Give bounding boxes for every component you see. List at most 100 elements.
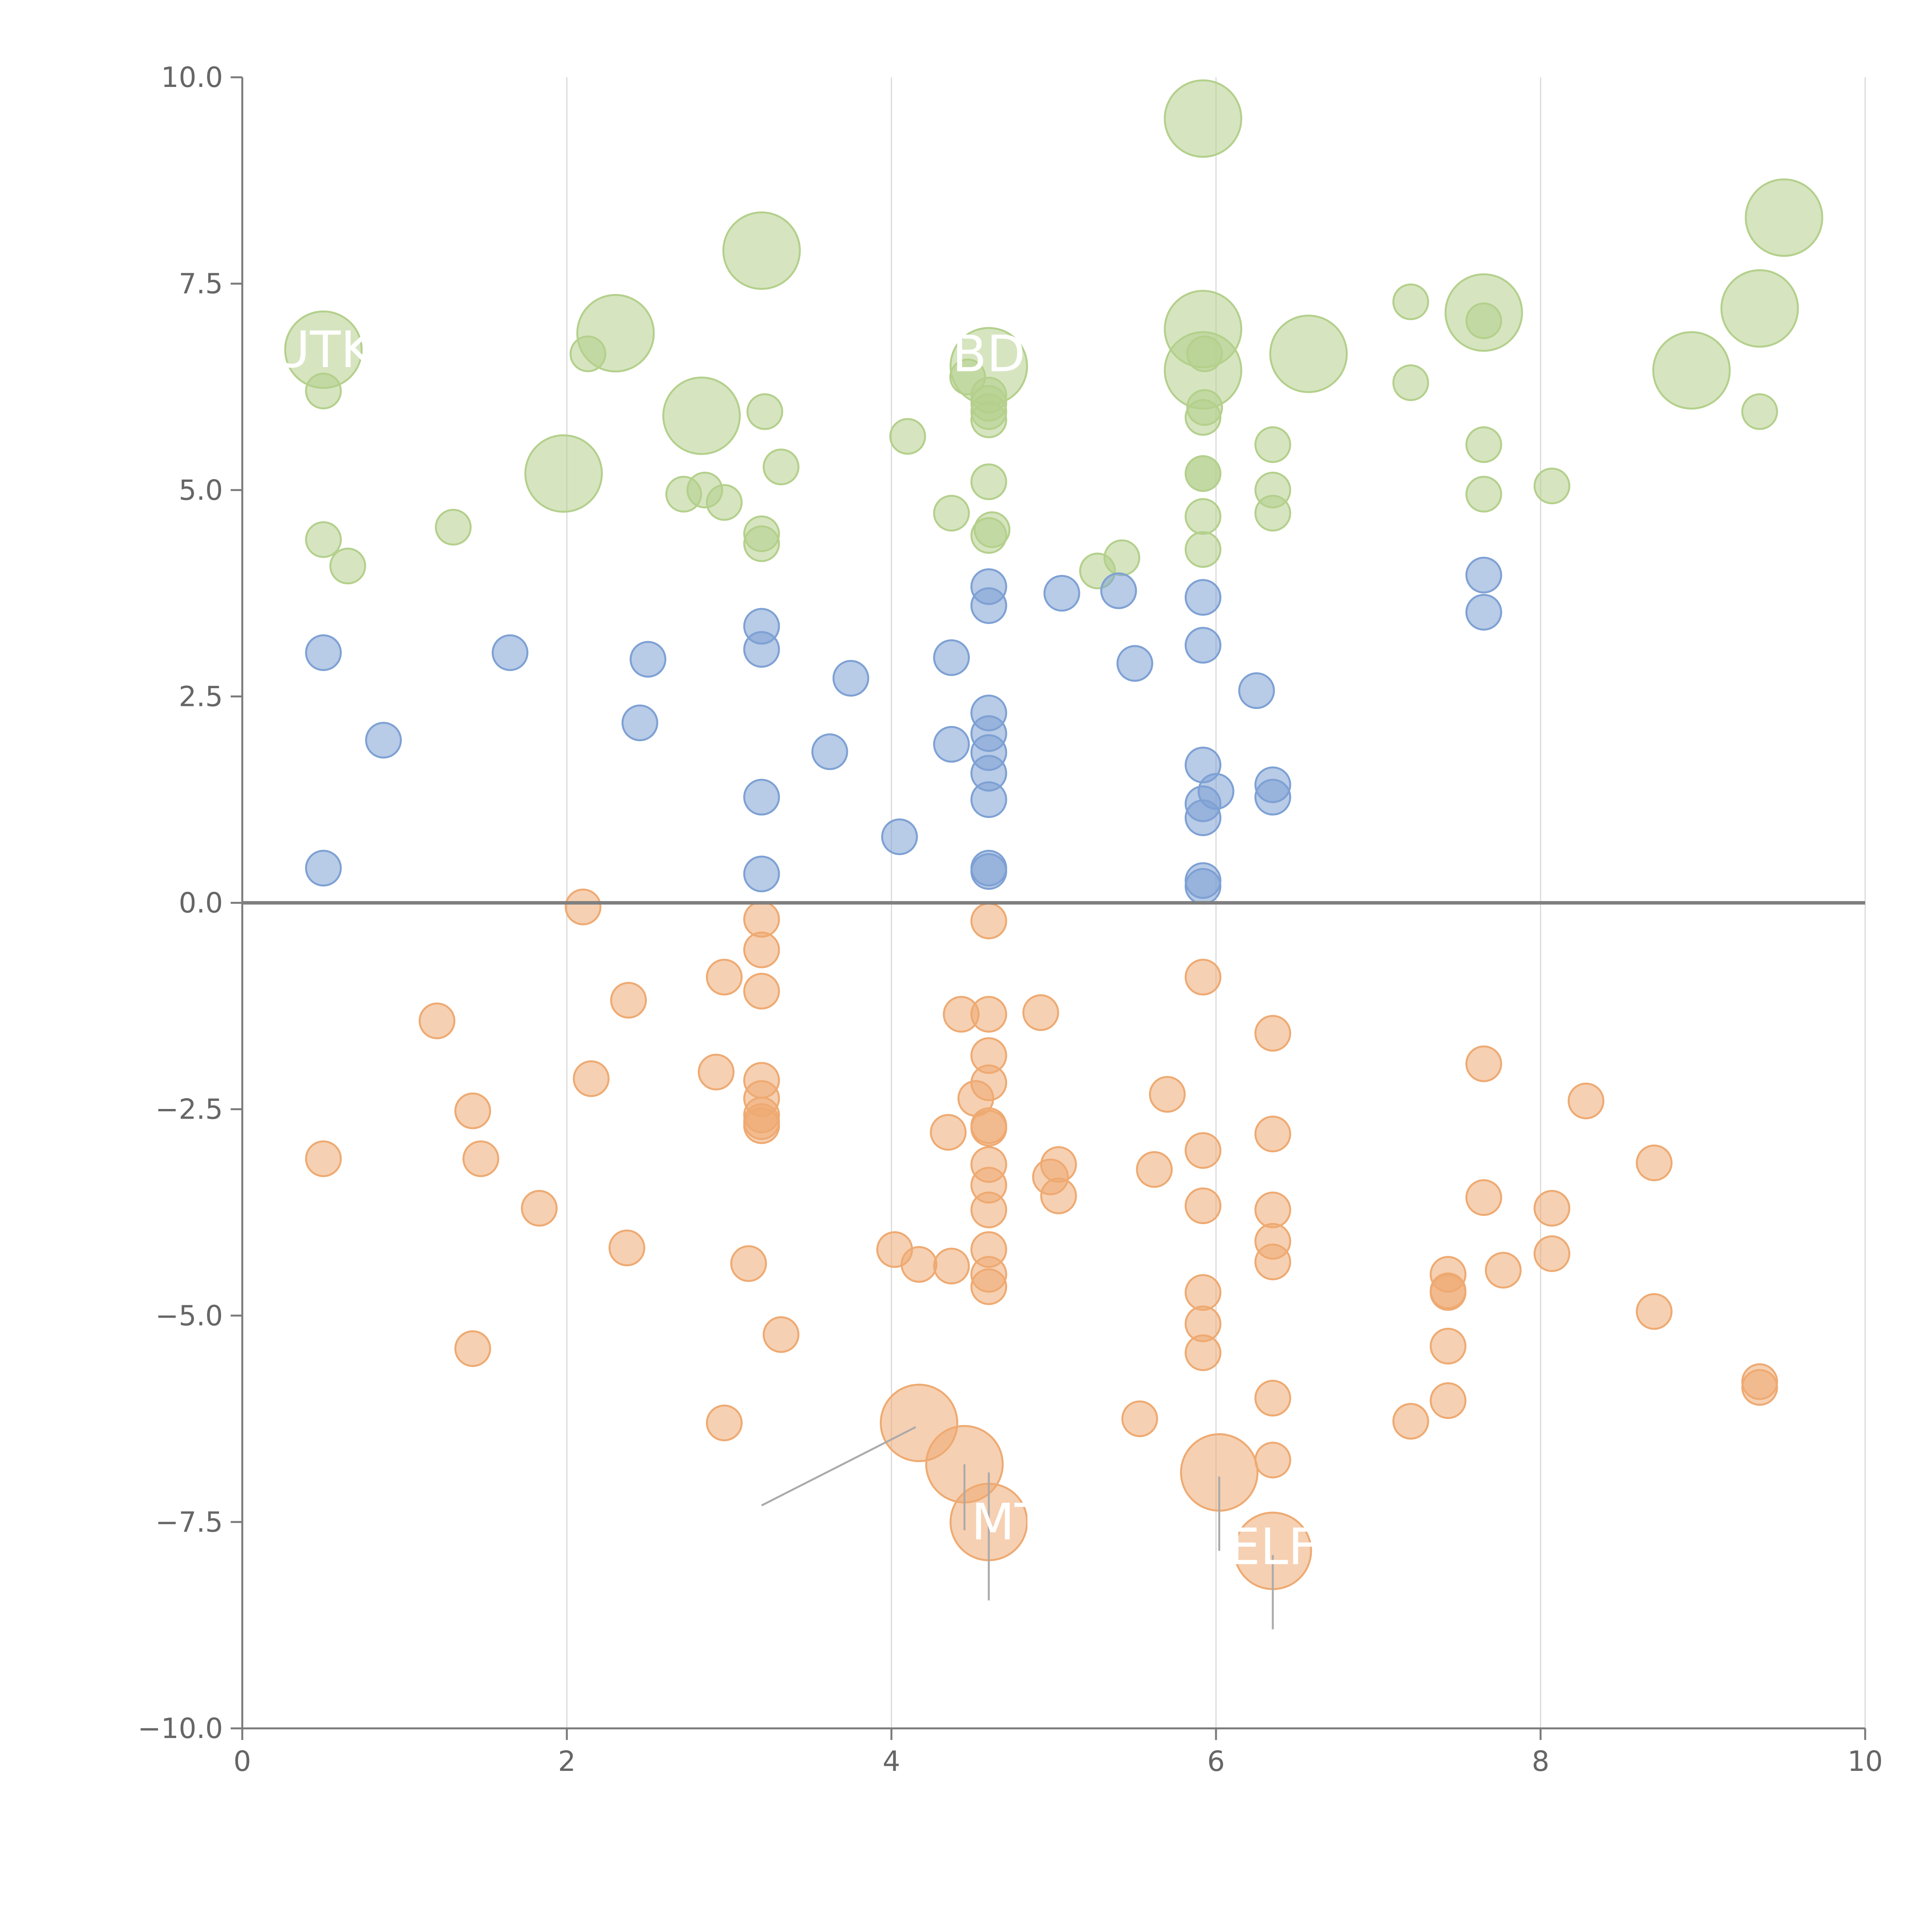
data-point-high [665,476,702,513]
data-point-negative [1636,1144,1673,1181]
data-point-negative [743,931,780,968]
data-point-negative [610,982,647,1019]
data-point-low [1465,594,1502,631]
data-point-negative [1254,1442,1291,1479]
data-point-negative [454,1092,491,1129]
data-point-high [305,521,342,558]
y-tick-label: 2.5 [179,680,223,713]
y-tick-label: 10.0 [161,61,223,94]
data-point-high [1254,426,1291,463]
y-tick-label: −5.0 [155,1299,223,1332]
data-point-high [570,335,607,372]
data-point-negative [565,888,602,925]
data-point-high [1741,393,1778,430]
x-tick-label: 0 [233,1745,251,1777]
leader-layer [761,1426,1274,1629]
data-point-negative [970,996,1007,1033]
data-point-negative [1254,1379,1291,1417]
data-point-high [746,393,783,430]
data-point-high [1163,79,1242,158]
data-point-negative [1022,994,1059,1031]
data-point-high [1184,399,1221,436]
annotation-label: ELF [1228,1517,1317,1576]
data-point-negative [1533,1190,1570,1227]
data-point-low [492,634,529,671]
data-point-negative [1184,1132,1221,1169]
data-point-low [970,587,1007,624]
x-tick-label: 6 [1207,1745,1225,1777]
data-point-negative [454,1330,491,1367]
data-point-high [1184,498,1221,535]
data-point-high [970,401,1007,439]
data-point-negative [1465,1179,1502,1216]
data-point-negative [970,903,1007,940]
annotation-label: BD [952,325,1025,383]
data-point-high [1465,302,1502,339]
x-tick-label: 8 [1532,1745,1549,1777]
data-point-low [629,641,667,678]
data-point-low [881,818,918,855]
data-point-high [706,484,743,521]
data-point-low [1184,799,1221,836]
data-point-low [970,853,1007,890]
data-point-negative [930,1114,967,1151]
data-point-high [1184,455,1221,492]
points-layer [284,79,1823,1590]
data-point-negative [1121,1400,1158,1437]
data-point-low [1254,779,1291,816]
data-point-high [435,509,472,546]
data-point-negative [305,1140,342,1177]
data-point-low [305,850,342,887]
data-point-low [1043,575,1080,612]
annotation-label: MT [971,1493,1046,1551]
data-point-negative [1184,1274,1221,1311]
data-point-negative [1254,1116,1291,1153]
data-point-negative [573,1060,610,1097]
data-point-negative [418,1002,456,1039]
data-point-high [1720,269,1799,348]
data-point-negative [1254,1015,1291,1052]
data-point-negative [743,1107,780,1144]
data-point-high [1652,331,1731,410]
data-point-low [832,660,869,697]
data-point-negative [706,1404,743,1441]
data-point-high [1269,315,1348,393]
data-point-negative [970,1191,1007,1228]
y-tick-label: −2.5 [155,1093,223,1126]
data-point-high [1392,283,1429,320]
data-point-high [1745,178,1823,257]
y-tick-label: −7.5 [155,1506,223,1538]
annotation-label: UTK [273,320,375,379]
data-point-high [1465,426,1502,463]
data-point-negative [1184,1187,1221,1225]
data-point-negative [1465,1045,1502,1082]
data-point-high [889,418,926,455]
data-point-negative [1184,959,1221,996]
data-point-negative [1485,1252,1522,1289]
data-point-high [1392,364,1429,401]
data-point-negative [521,1190,558,1227]
y-tick-label: 5.0 [179,474,223,506]
data-point-negative [608,1230,645,1267]
data-point-low [933,639,970,676]
data-point-negative [970,1268,1007,1305]
y-tick-label: 0.0 [179,887,223,919]
data-point-negative [1149,1076,1186,1113]
data-point-negative [697,1053,735,1090]
data-point-negative [1254,1243,1291,1281]
x-tick-label: 4 [883,1745,900,1777]
data-point-low [811,733,848,770]
data-point-low [1465,556,1502,594]
data-point-low [743,855,780,893]
data-point-negative [1184,1334,1221,1371]
data-point-low [970,781,1007,818]
data-point-negative [1430,1382,1467,1419]
data-point-high [305,372,342,410]
data-point-negative [706,959,743,996]
data-point-low [365,722,402,759]
data-point-negative [462,1140,499,1177]
data-point-high [762,448,799,485]
data-point-high [1465,476,1502,513]
data-point-low [743,631,780,668]
